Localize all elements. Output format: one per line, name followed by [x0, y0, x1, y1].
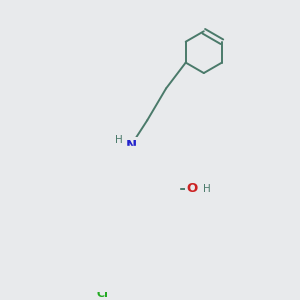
- Text: O: O: [186, 182, 197, 195]
- Text: O: O: [117, 220, 128, 233]
- Text: N: N: [126, 139, 137, 152]
- Text: O: O: [160, 206, 172, 219]
- Text: Cl: Cl: [96, 289, 108, 299]
- Text: H: H: [47, 271, 55, 281]
- Text: N: N: [65, 240, 76, 253]
- Text: H: H: [54, 236, 62, 246]
- Text: H: H: [115, 135, 123, 145]
- Text: H: H: [203, 184, 211, 194]
- Text: O: O: [60, 269, 71, 282]
- Text: H: H: [138, 166, 146, 176]
- Text: O: O: [18, 261, 30, 274]
- Text: H: H: [5, 262, 13, 272]
- Polygon shape: [5, 146, 179, 292]
